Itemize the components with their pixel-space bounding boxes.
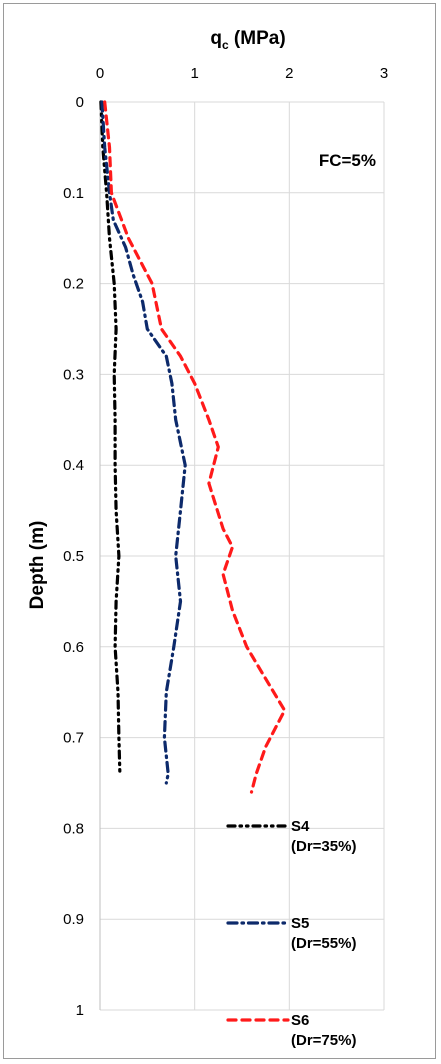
legend-label-s4: S4 bbox=[291, 818, 310, 835]
x-tick-label: 1 bbox=[190, 65, 198, 82]
y-tick-label: 0.2 bbox=[63, 276, 84, 293]
legend: S4 (Dr=35%) S5 (Dr=55%) S6 (Dr=75%) bbox=[226, 818, 356, 1049]
tick-labels: 0 1 2 3 0 0.1 0.2 0.3 0.4 0.5 0.6 0.7 0.8 0.9 1 bbox=[63, 65, 388, 1019]
y-tick-label: 0.6 bbox=[63, 639, 84, 656]
y-tick-label: 0.9 bbox=[63, 911, 84, 928]
y-tick-label: 0.8 bbox=[63, 820, 84, 837]
x-tick-label: 3 bbox=[380, 65, 388, 82]
legend-label-s6: S6 bbox=[291, 1012, 309, 1029]
legend-sublabel-s4: (Dr=35%) bbox=[291, 838, 356, 855]
y-tick-label: 0.3 bbox=[63, 366, 84, 383]
grid-lines bbox=[99, 101, 385, 1011]
y-tick-label: 0.5 bbox=[63, 548, 84, 565]
y-tick-label: 0.1 bbox=[63, 185, 84, 202]
series-line-s6 bbox=[103, 100, 287, 794]
series-line-s4 bbox=[99, 100, 122, 776]
fc-annotation: FC=5% bbox=[319, 151, 376, 170]
series-line-s5 bbox=[100, 100, 187, 785]
legend-sublabel-s6: (Dr=75%) bbox=[291, 1032, 356, 1049]
y-tick-label: 1 bbox=[76, 1002, 84, 1019]
legend-label-s5: S5 bbox=[291, 915, 309, 932]
x-tick-label: 2 bbox=[285, 65, 293, 82]
x-tick-label: 0 bbox=[96, 65, 104, 82]
legend-sublabel-s5: (Dr=55%) bbox=[291, 935, 356, 952]
y-axis-label: Depth (m) bbox=[27, 521, 48, 610]
y-tick-label: 0.7 bbox=[63, 730, 84, 747]
series-lines bbox=[99, 100, 287, 794]
y-tick-label: 0 bbox=[76, 94, 84, 111]
chart-frame bbox=[3, 3, 436, 1059]
chart-title: qc (MPa) bbox=[210, 28, 285, 52]
y-tick-label: 0.4 bbox=[63, 457, 84, 474]
